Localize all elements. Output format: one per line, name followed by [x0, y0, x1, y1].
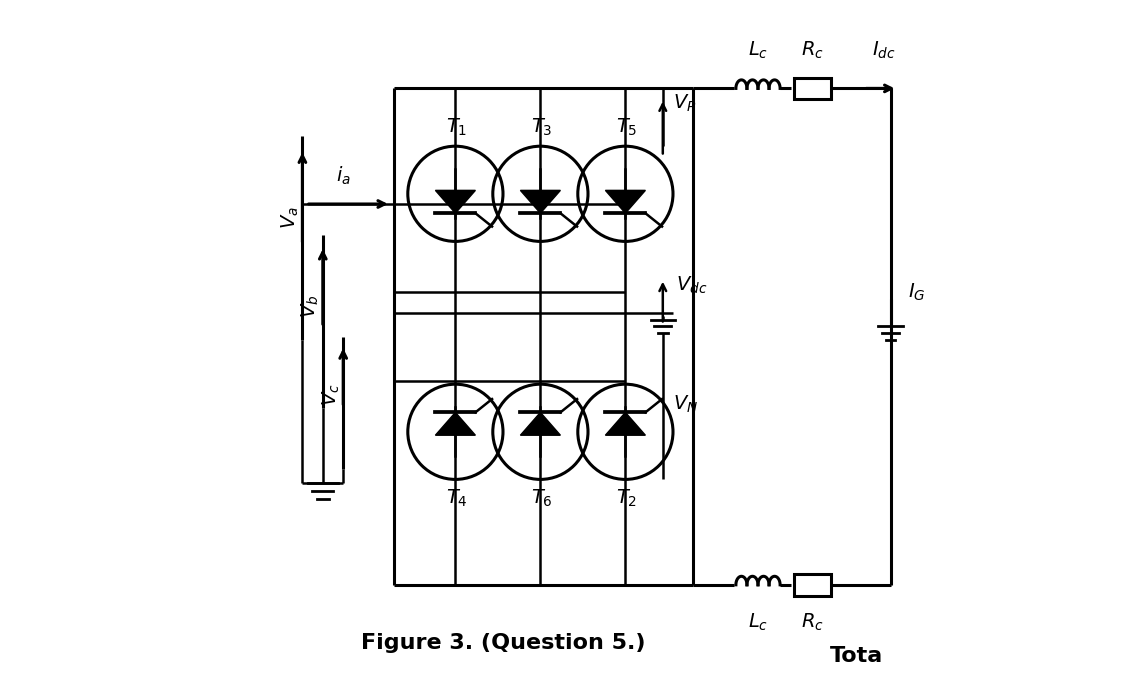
Text: $V_N$: $V_N$ [673, 394, 698, 415]
Text: $T_1$: $T_1$ [445, 117, 467, 138]
Text: $V_c$: $V_c$ [320, 383, 341, 406]
Text: Tota: Tota [829, 647, 883, 666]
Text: $R_c$: $R_c$ [801, 612, 823, 633]
Text: $L_c$: $L_c$ [748, 40, 769, 61]
Text: Figure 3. (Question 5.): Figure 3. (Question 5.) [361, 633, 645, 653]
Polygon shape [605, 412, 645, 435]
Text: $T_6$: $T_6$ [531, 488, 553, 509]
Text: $T_5$: $T_5$ [616, 117, 637, 138]
Text: $T_4$: $T_4$ [445, 488, 467, 509]
Text: $T_2$: $T_2$ [616, 488, 637, 509]
Text: $V_a$: $V_a$ [280, 206, 300, 229]
Text: $L_c$: $L_c$ [748, 612, 769, 633]
Bar [794, 574, 831, 596]
Text: $I_{dc}$: $I_{dc}$ [872, 40, 895, 61]
Bar [794, 78, 831, 99]
Polygon shape [605, 190, 645, 214]
Text: $i_a$: $i_a$ [336, 165, 351, 187]
Polygon shape [521, 190, 561, 214]
Polygon shape [435, 190, 475, 214]
Text: $V_P$: $V_P$ [673, 93, 697, 114]
Text: $I_G$: $I_G$ [908, 282, 925, 303]
Polygon shape [521, 412, 561, 435]
Text: $T_3$: $T_3$ [531, 117, 553, 138]
Polygon shape [435, 412, 475, 435]
Text: $V_b$: $V_b$ [300, 294, 321, 318]
Text: $V_{dc}$: $V_{dc}$ [676, 275, 708, 296]
Text: $R_c$: $R_c$ [801, 40, 823, 61]
